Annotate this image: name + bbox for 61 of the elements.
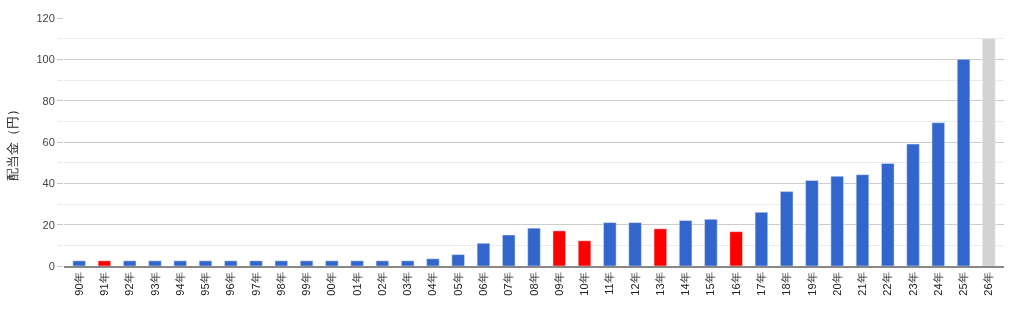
x-tick-label: 06年 [477,272,490,296]
x-tick-label: 19年 [805,272,818,296]
x-tick-label: 18年 [780,272,793,296]
x-tick-label: 96年 [224,272,237,296]
y-tick-label: 60 [42,135,55,148]
bar [325,260,339,266]
x-tick-label: 05年 [451,272,464,296]
bar [173,260,187,266]
y-tick-label: 0 [48,259,55,272]
x-tick-label: 08年 [527,272,540,296]
bar [375,260,389,266]
bar [224,260,238,266]
x-tick-label: 93年 [148,272,161,296]
x-tick-label: 04年 [426,272,439,296]
x-tick-label: 24年 [931,272,944,296]
x-tick-label: 26年 [982,272,995,296]
x-tick-label: 01年 [350,272,363,296]
x-tick-label: 07年 [502,272,515,296]
x-tick-label: 16年 [729,272,742,296]
x-tick-label: 02年 [375,272,388,296]
x-tick-label: 95年 [199,272,212,296]
bar [274,260,288,266]
bar [300,260,314,266]
bar [97,260,111,266]
bar [123,260,137,266]
bar [350,260,364,266]
x-tick-label: 90年 [72,272,85,296]
x-tick-label: 00年 [325,272,338,296]
x-tick-label: 17年 [754,272,767,296]
y-tick-label: 100 [36,53,55,66]
x-tick-label: 14年 [679,272,692,296]
x-tick-label: 99年 [300,272,313,296]
y-tick-label: 80 [42,94,55,107]
x-tick-label: 97年 [249,272,262,296]
bar [451,254,465,266]
x-tick-label: 25年 [957,272,970,296]
x-tick-label: 11年 [603,272,616,295]
y-tick-label: 40 [42,177,55,190]
x-tick-label: 13年 [653,272,666,296]
x-tick-label: 15年 [704,272,717,296]
bar [198,260,213,266]
x-tick-label: 09年 [552,272,565,296]
bar [426,258,440,266]
x-tick-label: 12年 [628,272,641,296]
x-tick-label: 03年 [401,272,414,296]
x-tick-label: 10年 [578,272,591,296]
x-tick-label: 91年 [98,272,110,296]
bar [148,260,162,266]
bar [401,260,415,266]
x-tick-label: 23年 [906,272,919,296]
x-tick-label: 21年 [856,272,869,296]
y-axis-title: 配当金（円） [5,103,21,181]
x-tick-label: 94年 [173,272,186,296]
y-tick-label: 20 [42,218,55,231]
x-tick-label: 98年 [274,272,287,296]
y-tick-label: 120 [36,11,55,24]
x-tick-label: 22年 [881,272,894,296]
bar [249,260,263,266]
x-tick-label: 20年 [830,272,843,296]
bar [72,260,86,266]
x-tick-label: 92年 [123,272,136,296]
